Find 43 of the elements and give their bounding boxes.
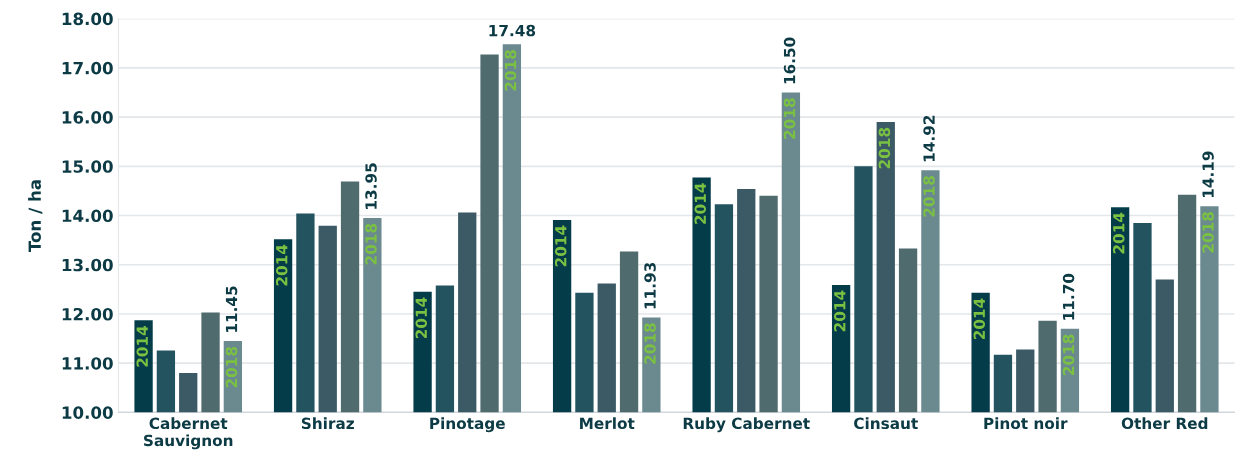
y-tick-label: 13.00 xyxy=(62,258,113,272)
data-label: 17.48 xyxy=(489,24,536,37)
x-tick-label: Ruby Cabernet xyxy=(683,417,810,433)
y-tick-label: 14.00 xyxy=(62,209,113,223)
data-label: 14.19 xyxy=(1202,151,1214,198)
data-label: 13.95 xyxy=(365,163,377,209)
x-tick-label: Cabernet Sauvignon xyxy=(144,417,233,450)
data-label: 11.93 xyxy=(644,262,656,309)
text: 2018 xyxy=(1062,334,1075,375)
y-tick-label: 12.00 xyxy=(62,307,113,321)
y-axis-title: Ton / ha xyxy=(28,180,43,253)
text: 2014 xyxy=(415,297,428,339)
x-tick-label: Cinsaut xyxy=(854,417,918,430)
text: 2018 xyxy=(923,176,935,217)
series-label: 2018 xyxy=(504,50,517,91)
y-tick-label: 17.00 xyxy=(62,61,113,75)
text: 2014 xyxy=(694,183,707,224)
y-tick-label: 15.00 xyxy=(62,160,113,173)
annotation: 2018 xyxy=(878,127,891,169)
x-tick-label: Other Red xyxy=(1121,417,1208,430)
data-label: 16.50 xyxy=(783,37,796,84)
series-label: 2014 xyxy=(833,290,846,332)
text: 2014 xyxy=(136,325,149,367)
y-tick-label: 10.00 xyxy=(62,406,113,419)
x-tick-label: Pinot noir xyxy=(984,417,1068,430)
x-tick-label: Pinotage xyxy=(430,417,505,433)
y-tick-label: 11.00 xyxy=(62,357,113,370)
text: 2018 xyxy=(783,98,796,139)
text: 2014 xyxy=(554,225,567,267)
y-tick-label: 16.00 xyxy=(62,111,113,124)
y-tick-label: 18.00 xyxy=(62,12,113,26)
data-label: 11.45 xyxy=(225,286,238,332)
text: 2018 xyxy=(1202,212,1214,253)
x-tick-label: Merlot xyxy=(580,417,635,430)
text: 2018 xyxy=(365,223,377,265)
text: 2018 xyxy=(644,323,656,364)
x-tick-label: Shiraz xyxy=(301,417,354,430)
text: 2014 xyxy=(275,244,288,286)
data-label: 11.70 xyxy=(1062,273,1075,320)
text: 2018 xyxy=(225,346,238,388)
data-label: 14.92 xyxy=(923,115,935,162)
text: 2014 xyxy=(973,298,986,340)
text: 2014 xyxy=(1113,212,1125,254)
